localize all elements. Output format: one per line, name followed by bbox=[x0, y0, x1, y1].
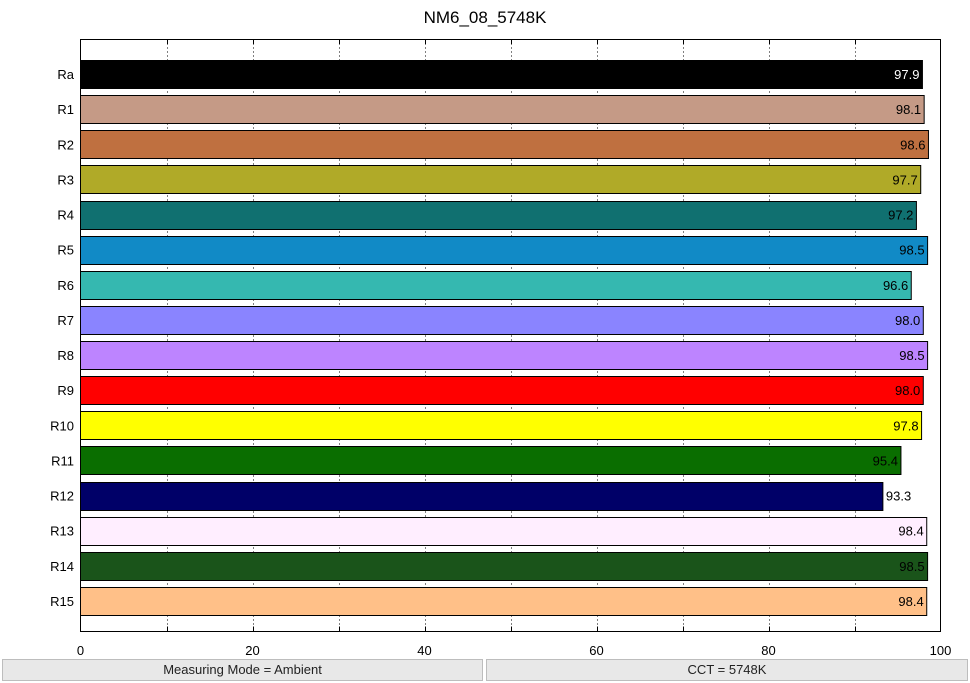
bar-r3 bbox=[80, 165, 922, 194]
category-label: R14 bbox=[50, 559, 74, 574]
category-label: R13 bbox=[50, 524, 74, 539]
bar-r6 bbox=[80, 271, 912, 300]
bar-r7 bbox=[80, 306, 924, 335]
data-label: 98.4 bbox=[898, 524, 923, 539]
bar-r5 bbox=[80, 236, 929, 265]
bar-r2 bbox=[80, 130, 929, 159]
data-label: 98.0 bbox=[895, 313, 920, 328]
bar-r10 bbox=[80, 411, 923, 440]
data-label: 98.5 bbox=[899, 559, 924, 574]
x-tick-label: 20 bbox=[245, 643, 259, 658]
category-label: R3 bbox=[57, 172, 74, 187]
data-label: 98.5 bbox=[899, 243, 924, 258]
bar-r9 bbox=[80, 376, 924, 405]
category-label: R15 bbox=[50, 594, 74, 609]
category-label: Ra bbox=[57, 67, 74, 82]
data-label: 97.7 bbox=[892, 172, 917, 187]
category-label: R2 bbox=[57, 137, 74, 152]
x-tick-label: 0 bbox=[77, 643, 84, 658]
data-label: 98.6 bbox=[900, 137, 925, 152]
x-tick-label: 80 bbox=[761, 643, 775, 658]
measuring-mode-status: Measuring Mode = Ambient bbox=[2, 659, 483, 681]
bars bbox=[80, 60, 929, 616]
bar-r15 bbox=[80, 587, 928, 616]
category-label: R11 bbox=[51, 453, 74, 468]
bar-r12 bbox=[80, 482, 884, 511]
chart-title: NM6_08_5748K bbox=[423, 8, 547, 27]
category-label: R1 bbox=[57, 102, 74, 117]
data-label: 93.3 bbox=[886, 489, 911, 504]
x-tick-label: 100 bbox=[930, 643, 952, 658]
cct-status: CCT = 5748K bbox=[486, 659, 968, 681]
bar-ra bbox=[80, 60, 923, 89]
bar-r1 bbox=[80, 95, 925, 124]
category-label: R7 bbox=[57, 313, 74, 328]
data-label: 98.5 bbox=[899, 348, 924, 363]
labels: Ra 97.9 R1 98.1 R2 98.6 R3 97.7 R4 97.2 R5 98.5 R6 96… bbox=[50, 67, 951, 658]
bar-r13 bbox=[80, 517, 928, 546]
data-label: 98.1 bbox=[896, 102, 921, 117]
category-label: R4 bbox=[57, 208, 74, 223]
category-label: R5 bbox=[57, 243, 74, 258]
category-label: R12 bbox=[50, 489, 74, 504]
data-label: 97.8 bbox=[893, 418, 918, 433]
bar-r14 bbox=[80, 552, 929, 581]
category-label: R9 bbox=[57, 383, 74, 398]
category-label: R8 bbox=[57, 348, 74, 363]
bar-r11 bbox=[80, 446, 902, 475]
data-label: 97.9 bbox=[894, 67, 919, 82]
data-label: 98.0 bbox=[895, 383, 920, 398]
plot-area-frame bbox=[80, 39, 941, 632]
x-tick-label: 40 bbox=[417, 643, 431, 658]
category-label: R6 bbox=[57, 278, 74, 293]
data-label: 95.4 bbox=[873, 453, 898, 468]
data-label: 97.2 bbox=[888, 208, 913, 223]
data-label: 98.4 bbox=[898, 594, 923, 609]
bar-r8 bbox=[80, 341, 929, 370]
category-label: R10 bbox=[50, 418, 74, 433]
data-label: 96.6 bbox=[883, 278, 908, 293]
x-tick-label: 60 bbox=[589, 643, 603, 658]
grid-lines bbox=[167, 39, 856, 632]
bar-r4 bbox=[80, 201, 917, 230]
